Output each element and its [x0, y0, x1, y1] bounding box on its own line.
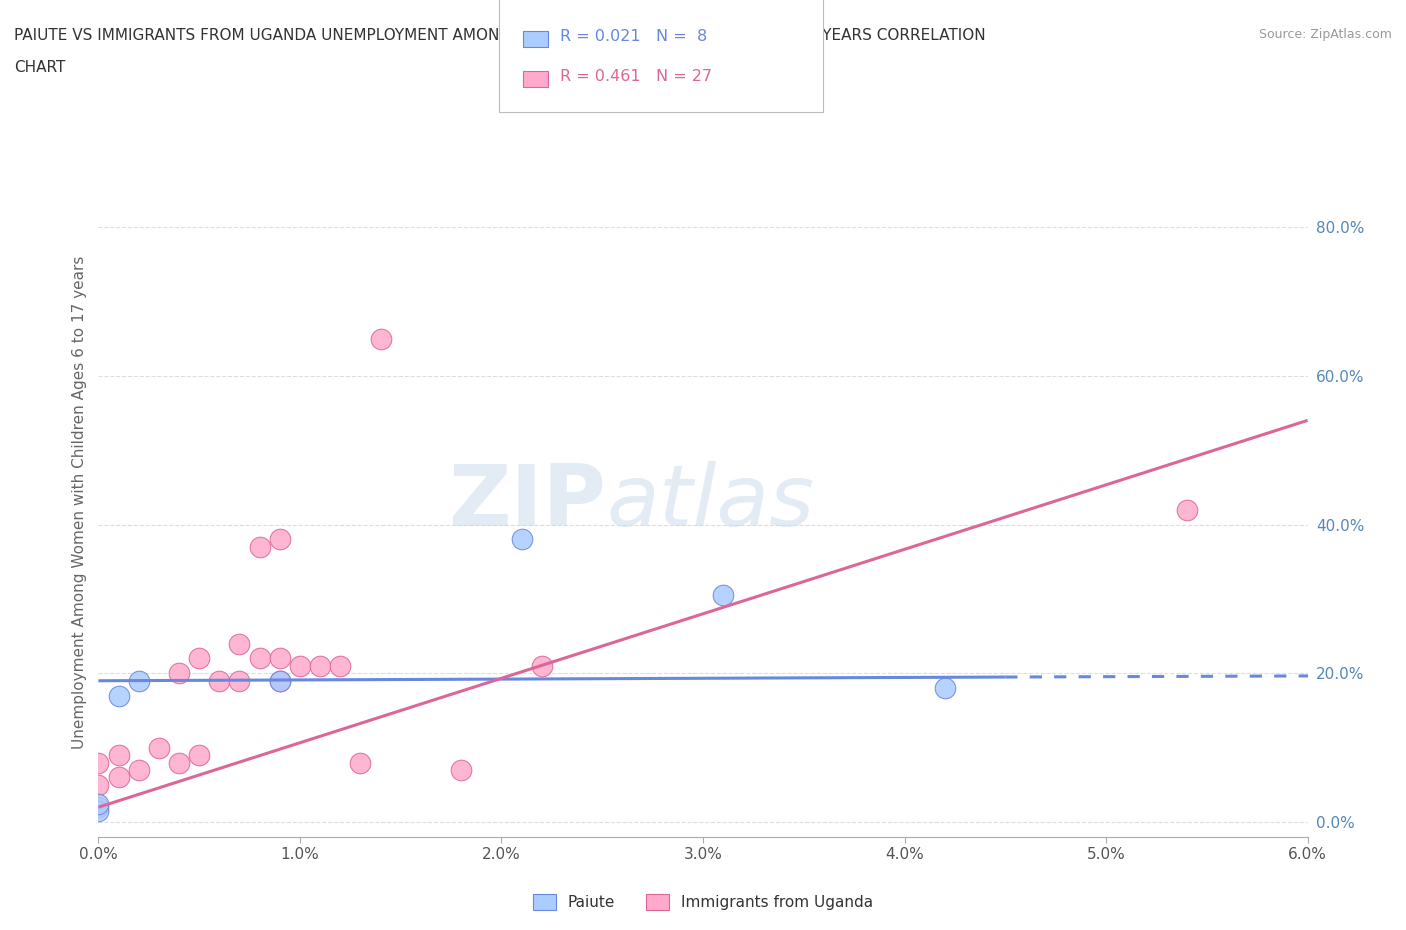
Point: [107, 688, 129, 703]
Point: [228, 636, 250, 651]
Text: ZIP: ZIP: [449, 460, 606, 544]
Point: [167, 755, 190, 770]
Point: [530, 658, 553, 673]
Point: [1175, 502, 1198, 517]
Y-axis label: Unemployment Among Women with Children Ages 6 to 17 years: Unemployment Among Women with Children A…: [72, 256, 87, 749]
Text: CHART: CHART: [14, 60, 66, 75]
Point: [107, 748, 129, 763]
Point: [269, 673, 291, 688]
Point: [87, 755, 110, 770]
Point: [510, 532, 533, 547]
Text: R = 0.021   N =  8: R = 0.021 N = 8: [560, 29, 707, 44]
Point: [228, 673, 250, 688]
Text: atlas: atlas: [606, 460, 814, 544]
Point: [87, 800, 110, 815]
Point: [107, 770, 129, 785]
Legend: Paiute, Immigrants from Uganda: Paiute, Immigrants from Uganda: [527, 888, 879, 916]
Point: [934, 681, 956, 696]
Point: [167, 666, 190, 681]
Point: [349, 755, 371, 770]
Point: [329, 658, 352, 673]
Text: Source: ZipAtlas.com: Source: ZipAtlas.com: [1258, 28, 1392, 41]
Point: [188, 651, 211, 666]
Point: [148, 740, 170, 755]
Point: [450, 763, 472, 777]
Point: [87, 796, 110, 811]
Point: [128, 673, 150, 688]
Point: [249, 539, 271, 554]
Point: [288, 658, 311, 673]
Point: [188, 748, 211, 763]
Point: [309, 658, 332, 673]
Text: R = 0.461   N = 27: R = 0.461 N = 27: [560, 69, 711, 84]
Point: [87, 777, 110, 792]
Text: PAIUTE VS IMMIGRANTS FROM UGANDA UNEMPLOYMENT AMONG WOMEN WITH CHILDREN AGES 6 T: PAIUTE VS IMMIGRANTS FROM UGANDA UNEMPLO…: [14, 28, 986, 43]
Point: [269, 532, 291, 547]
Point: [208, 673, 231, 688]
Point: [128, 763, 150, 777]
Point: [87, 804, 110, 818]
Point: [269, 673, 291, 688]
Point: [370, 331, 392, 346]
Point: [249, 651, 271, 666]
Point: [269, 651, 291, 666]
Point: [711, 588, 734, 603]
